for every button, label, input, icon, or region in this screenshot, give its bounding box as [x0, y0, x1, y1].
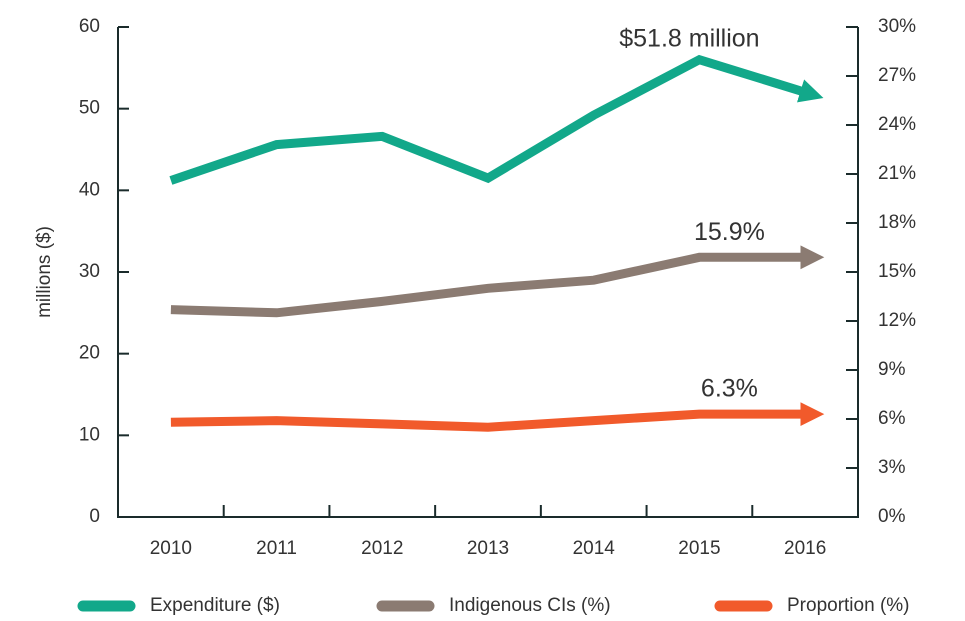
x-tick-label: 2012	[361, 538, 403, 559]
y2-tick-label: 0%	[878, 506, 906, 527]
legend-label: Indigenous CIs (%)	[449, 595, 611, 616]
annotation: 15.9%	[694, 218, 765, 246]
x-tick-label: 2010	[150, 538, 192, 559]
annotation: 6.3%	[701, 375, 758, 403]
y2-tick-label: 24%	[878, 114, 916, 135]
series-line	[170, 402, 825, 432]
y2-tick-label: 15%	[878, 261, 916, 282]
x-tick-label: 2016	[784, 538, 826, 559]
y-tick-label: 30	[79, 261, 100, 282]
y2-tick-label: 6%	[878, 408, 906, 429]
y-tick-label: 40	[79, 179, 100, 200]
y2-tick-label: 30%	[878, 16, 916, 37]
x-tick-label: 2011	[256, 538, 297, 559]
annotation: $51.8 million	[619, 24, 759, 52]
legend-label: Expenditure ($)	[150, 595, 280, 616]
x-tick-label: 2013	[467, 538, 509, 559]
legend-label: Proportion (%)	[787, 595, 910, 616]
y-tick-label: 20	[79, 343, 100, 364]
y-tick-label: 10	[79, 424, 100, 445]
y-tick-label: 50	[79, 98, 100, 119]
series-line	[169, 54, 824, 185]
y-tick-label: 60	[79, 16, 100, 37]
y2-tick-label: 3%	[878, 457, 906, 478]
x-tick-label: 2015	[678, 538, 720, 559]
y-tick-label: 0	[89, 506, 100, 527]
y2-tick-label: 18%	[878, 212, 916, 233]
y2-tick-label: 21%	[878, 163, 916, 184]
x-tick-label: 2014	[573, 538, 616, 559]
series-line	[170, 245, 825, 318]
y2-tick-label: 9%	[878, 359, 906, 380]
y2-tick-label: 12%	[878, 310, 916, 331]
y2-tick-label: 27%	[878, 65, 916, 86]
y-axis-label: millions ($)	[34, 226, 55, 318]
